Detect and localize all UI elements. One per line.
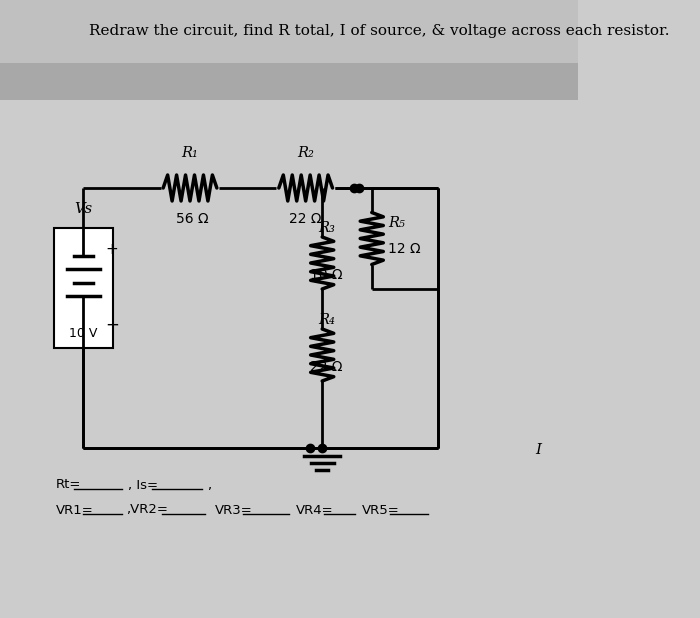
Text: Vs: Vs — [74, 202, 92, 216]
Text: −: − — [105, 316, 119, 334]
Text: R₄: R₄ — [318, 313, 335, 327]
Bar — [0, 0, 578, 63]
Text: ,: , — [206, 478, 211, 491]
Text: Rt=: Rt= — [56, 478, 82, 491]
Text: I: I — [536, 443, 541, 457]
Text: VR5=: VR5= — [362, 504, 400, 517]
Text: , Is=: , Is= — [128, 478, 158, 491]
Text: Redraw the circuit, find R total, I of source, & voltage across each resistor.: Redraw the circuit, find R total, I of s… — [89, 24, 670, 38]
Text: VR3=: VR3= — [215, 504, 253, 517]
Bar — [0, 63, 578, 100]
Text: 22 Ω: 22 Ω — [310, 360, 342, 374]
Text: R₅: R₅ — [389, 216, 405, 229]
Text: R₁: R₁ — [181, 146, 199, 160]
Text: R₃: R₃ — [318, 221, 335, 235]
Text: R₂: R₂ — [298, 146, 314, 160]
Text: 12 Ω: 12 Ω — [389, 242, 421, 255]
Text: ,VR2=: ,VR2= — [125, 504, 167, 517]
Text: +: + — [105, 242, 118, 257]
Text: 10 Ω: 10 Ω — [310, 268, 342, 282]
Text: 22 Ω: 22 Ω — [289, 212, 322, 226]
Text: VR4=: VR4= — [296, 504, 333, 517]
Bar — [54, 228, 113, 348]
Text: 10 V: 10 V — [69, 327, 97, 340]
Text: VR1=: VR1= — [56, 504, 94, 517]
Text: 56 Ω: 56 Ω — [176, 212, 209, 226]
